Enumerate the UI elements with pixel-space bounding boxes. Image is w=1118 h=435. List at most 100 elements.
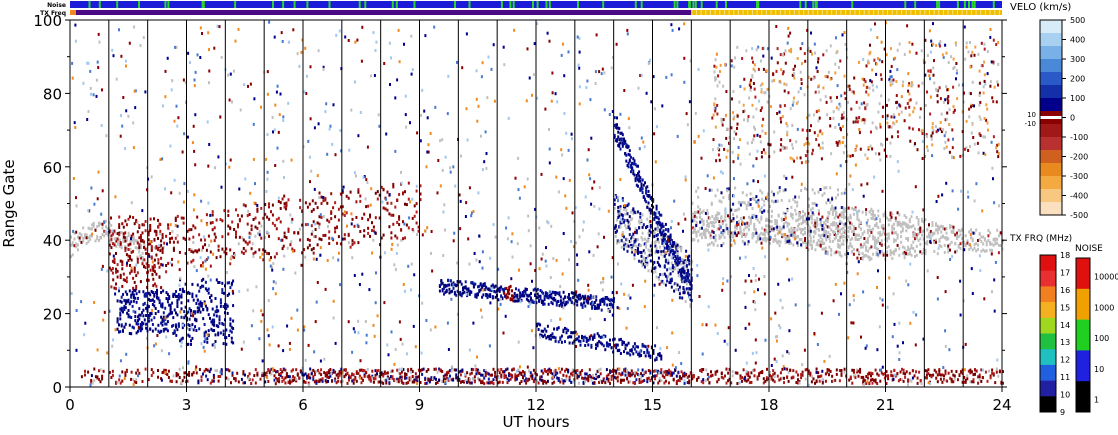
data-cell	[815, 220, 818, 224]
data-cell	[757, 204, 760, 208]
data-cell	[618, 225, 621, 229]
data-cell	[320, 195, 323, 199]
data-cell	[650, 266, 653, 270]
data-cell	[978, 373, 981, 377]
data-cell	[366, 368, 369, 371]
data-cell	[202, 246, 204, 250]
data-cell	[728, 187, 731, 191]
data-cell	[110, 234, 113, 238]
data-cell	[587, 338, 590, 342]
data-cell	[625, 244, 628, 248]
data-cell	[675, 374, 678, 378]
data-cell	[181, 289, 184, 293]
data-cell	[108, 371, 111, 374]
data-cell	[674, 368, 677, 372]
data-cell	[359, 111, 362, 114]
data-cell	[652, 369, 655, 373]
data-cell	[349, 190, 352, 194]
data-cell	[601, 335, 604, 339]
data-cell	[639, 176, 642, 180]
data-cell	[605, 368, 608, 372]
data-cell	[891, 225, 894, 229]
data-cell	[166, 56, 169, 60]
data-cell	[957, 245, 960, 249]
data-cell	[749, 203, 752, 207]
data-cell	[448, 291, 451, 295]
data-cell	[191, 292, 194, 296]
data-cell	[128, 323, 131, 327]
data-cell	[191, 372, 194, 376]
data-cell	[816, 223, 819, 227]
data-cell	[369, 203, 372, 207]
data-cell	[160, 263, 163, 266]
data-cell	[737, 220, 740, 224]
data-cell	[882, 372, 885, 376]
data-cell	[919, 242, 922, 246]
data-cell	[943, 377, 945, 381]
data-cell	[834, 378, 837, 382]
data-cell	[617, 126, 620, 130]
data-cell	[519, 291, 522, 295]
data-cell	[767, 377, 770, 381]
data-cell	[111, 271, 114, 275]
data-cell	[179, 295, 182, 299]
data-cell	[685, 287, 688, 291]
data-cell	[345, 194, 348, 198]
data-cell	[175, 290, 177, 293]
data-cell	[621, 142, 624, 146]
data-cell	[551, 372, 554, 376]
data-cell	[837, 250, 840, 254]
data-cell	[122, 310, 124, 314]
data-cell	[670, 277, 673, 281]
data-cell	[449, 279, 452, 283]
data-cell	[832, 379, 835, 383]
data-cell	[819, 218, 822, 222]
data-cell	[543, 379, 546, 383]
data-cell	[647, 354, 650, 358]
data-cell	[852, 247, 855, 251]
data-cell	[736, 215, 738, 219]
data-cell	[283, 231, 286, 235]
data-cell	[829, 240, 832, 243]
data-cell	[310, 209, 313, 213]
data-cell	[183, 316, 186, 320]
data-cell	[684, 300, 687, 303]
data-cell	[866, 372, 869, 376]
data-cell	[650, 346, 653, 350]
data-cell	[591, 335, 594, 339]
data-cell	[667, 228, 670, 231]
data-cell	[135, 220, 138, 223]
data-cell	[639, 244, 642, 248]
data-cell	[997, 374, 1000, 378]
data-cell	[504, 294, 507, 298]
data-cell	[498, 289, 501, 293]
data-cell	[800, 189, 803, 192]
data-cell	[351, 256, 354, 260]
data-cell	[479, 288, 482, 292]
data-cell	[218, 321, 221, 325]
data-cell	[591, 305, 594, 308]
data-cell	[242, 247, 245, 250]
data-cell	[444, 290, 447, 294]
data-cell	[228, 334, 231, 337]
data-cell	[676, 259, 679, 263]
data-cell	[743, 201, 746, 205]
data-cell	[961, 237, 964, 240]
data-cell	[554, 291, 557, 294]
data-cell	[203, 369, 206, 373]
data-cell	[777, 239, 780, 243]
data-cell	[217, 379, 220, 383]
data-cell	[872, 234, 875, 238]
data-cell	[750, 371, 753, 375]
data-cell	[108, 252, 111, 256]
data-cell	[167, 261, 170, 265]
data-cell	[846, 154, 849, 158]
data-cell	[405, 373, 408, 376]
data-cell	[153, 316, 156, 320]
data-cell	[159, 249, 162, 253]
data-cell	[130, 293, 133, 297]
data-cell	[682, 270, 685, 274]
data-cell	[664, 258, 667, 262]
data-cell	[886, 216, 889, 220]
data-cell	[758, 233, 761, 237]
